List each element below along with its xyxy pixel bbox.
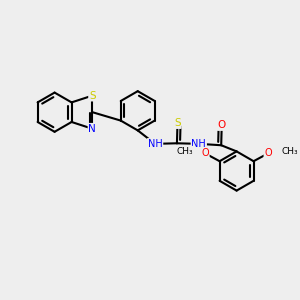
Text: S: S (89, 91, 96, 100)
Text: NH: NH (148, 139, 163, 149)
Text: O: O (218, 120, 226, 130)
Text: O: O (201, 148, 209, 158)
Text: CH₃: CH₃ (177, 147, 193, 156)
Text: NH: NH (191, 139, 206, 149)
Text: CH₃: CH₃ (281, 147, 298, 156)
Text: O: O (264, 148, 272, 158)
Text: S: S (174, 118, 181, 128)
Text: N: N (88, 124, 96, 134)
